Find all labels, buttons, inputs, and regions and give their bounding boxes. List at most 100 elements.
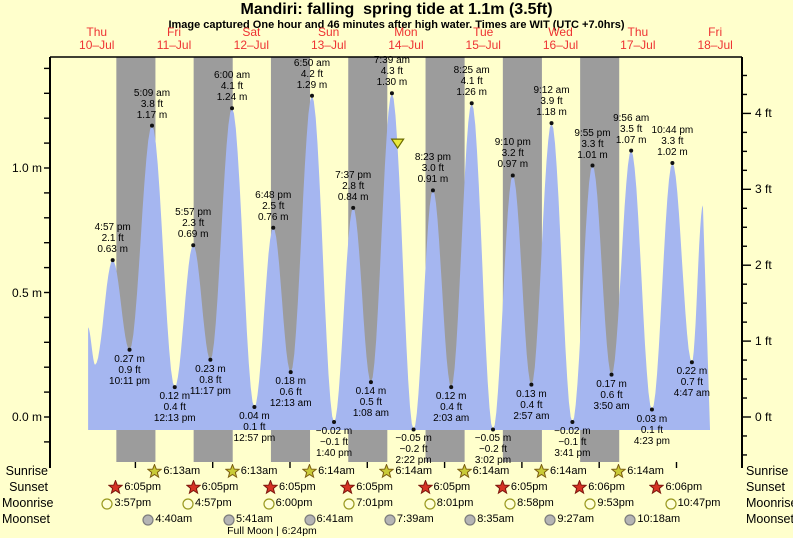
tide-label-line: 7:39 am [373, 55, 410, 67]
tide-label-line: 1.29 m [296, 79, 328, 91]
sunset-time: 6:05pm [356, 481, 393, 493]
high-tide-label: 6:50 am 4.2 ft 1.29 m [279, 58, 345, 91]
y-axis-right-label: 4 ft [755, 106, 772, 121]
low-tide-label: 0.27 m 0.9 ft 10:11 pm [97, 354, 163, 387]
sunrise-time: 6:13am [240, 465, 278, 477]
current-time-marker-icon [390, 138, 405, 150]
tide-label-line: 12:13 pm [153, 413, 196, 425]
sunset-star-icon [108, 480, 124, 495]
tide-label-line: 0.27 m [114, 353, 145, 365]
day-label-dow: Tue [473, 25, 494, 39]
tide-label-line: 0.8 ft [199, 374, 222, 386]
tide-label-line: 0.4 ft [440, 402, 463, 414]
tide-label-line: 0.5 ft [359, 397, 383, 409]
moonset-time: 5:41am [236, 513, 273, 525]
tide-label-line: 3:02 pm [474, 455, 512, 467]
low-tide-dot [288, 370, 293, 375]
sunrise-star-icon [456, 464, 472, 479]
sunset-entry: 6:05pm [494, 480, 548, 495]
day-label-date: 17–Jul [620, 38, 656, 52]
tide-label-line: 4:23 pm [633, 435, 670, 447]
moonset-time: 6:41am [316, 513, 354, 525]
sunset-star-icon [572, 480, 588, 495]
tide-label-line: 0.1 ft [640, 424, 664, 436]
tide-label-line: −0.02 m [554, 425, 591, 437]
sunset-entry: 6:05pm [108, 480, 161, 495]
tide-label-line: 8:25 am [453, 65, 490, 77]
high-tide-label: 8:25 am 4.1 ft 1.26 m [439, 65, 505, 98]
day-label-dow: Sun [317, 25, 340, 39]
tide-label-line: 7:37 pm [335, 169, 372, 181]
low-tide-dot [689, 360, 694, 365]
high-tide-dot [271, 225, 276, 230]
tide-label-line: 4.3 ft [380, 66, 404, 78]
tide-label-line: −0.2 ft [399, 444, 428, 456]
moonrise-icon [182, 497, 194, 510]
high-tide-label: 4:57 pm 2.1 ft 0.63 m [80, 222, 146, 255]
tide-label-line: −0.02 m [315, 425, 353, 437]
tide-label-line: 12:57 pm [233, 433, 276, 445]
tide-label-line: 11:17 pm [189, 385, 231, 397]
sunrise-entry: 6:14am [379, 464, 432, 479]
day-label-date: 11–Jul [156, 38, 192, 52]
tide-label-line: 8:23 pm [414, 152, 451, 164]
tide-label-line: 1.26 m [456, 87, 487, 99]
tide-label-line: 0.03 m [636, 413, 668, 425]
tide-label-line: 0.1 ft [243, 422, 266, 434]
moonrise-icon [584, 497, 596, 510]
tide-label-line: 0.91 m [417, 174, 449, 186]
low-tide-dot [208, 357, 213, 362]
moonset-icon [624, 513, 636, 526]
low-tide-label: −0.05 m −0.2 ft 3:02 pm [460, 433, 526, 466]
tide-label-line: 2:22 pm [395, 455, 432, 467]
moonrise-entry: 10:47pm [664, 496, 720, 511]
moonrise-time: 3:57pm [114, 497, 152, 509]
tide-label-line: 0.7 ft [680, 377, 703, 389]
moonset-icon [464, 513, 476, 526]
tide-label-line: −0.05 m [395, 433, 432, 445]
chart-subtitle: Image captured One hour and 46 minutes a… [168, 19, 625, 31]
low-tide-label: −0.05 m −0.2 ft 2:22 pm [381, 433, 447, 466]
day-label: Tue 15–Jul [451, 26, 515, 52]
moonset-time: 7:39am [396, 513, 434, 525]
moonrise-icon [424, 497, 436, 510]
tide-label-line: 3.0 ft [421, 163, 445, 175]
moonset-icon [223, 513, 235, 526]
full-moon-label: Full Moon | 6:24pm [227, 525, 317, 537]
y-axis-left-label: 0.5 m [11, 285, 42, 300]
moonset-entry: 10:18am [624, 512, 680, 527]
sunset-time: 6:05pm [278, 481, 316, 493]
moonset-time: 9:27am [557, 513, 595, 525]
low-tide-dot [529, 382, 534, 387]
sunset-entry: 6:06pm [649, 480, 702, 495]
y-axis-right-label: 2 ft [755, 258, 772, 273]
moonrise-time: 4:57pm [194, 497, 232, 509]
tide-label-line: 5:57 pm [175, 207, 212, 219]
low-tide-label: 0.22 m 0.7 ft 4:47 am [659, 366, 725, 399]
tide-label-line: 2.3 ft [182, 218, 205, 230]
low-tide-dot [411, 427, 416, 432]
day-label: Fri 11–Jul [142, 26, 206, 52]
sunrise-star-icon [302, 464, 318, 479]
sunset-star-icon [185, 480, 201, 495]
moonrise-icon [504, 497, 516, 510]
row-label-moonrise-right: Moonrise [746, 496, 793, 510]
tide-label-line: 0.9 ft [118, 364, 141, 376]
moonset-time: 10:18am [637, 513, 681, 525]
moonrise-icon [263, 497, 275, 510]
moonset-icon [303, 513, 316, 526]
day-label-dow: Mon [394, 25, 418, 39]
low-tide-dot [368, 380, 373, 385]
y-axis-left-label: 1.0 m [11, 161, 42, 175]
high-tide-dot [149, 123, 154, 128]
sunset-time: 6:06pm [665, 481, 703, 493]
sunset-time: 6:05pm [510, 481, 548, 493]
y-axis-right-label: 0 ft [755, 410, 772, 424]
tide-label-line: 9:55 pm [574, 127, 611, 139]
day-label-dow: Wed [548, 25, 573, 39]
tide-label-line: 4.1 ft [460, 76, 483, 88]
moonrise-entry: 4:57pm [182, 496, 232, 511]
day-label-date: 15–Jul [465, 38, 501, 52]
tide-label-line: 6:00 am [213, 70, 251, 82]
high-tide-label: 10:44 pm 3.3 ft 1.02 m [639, 125, 705, 158]
